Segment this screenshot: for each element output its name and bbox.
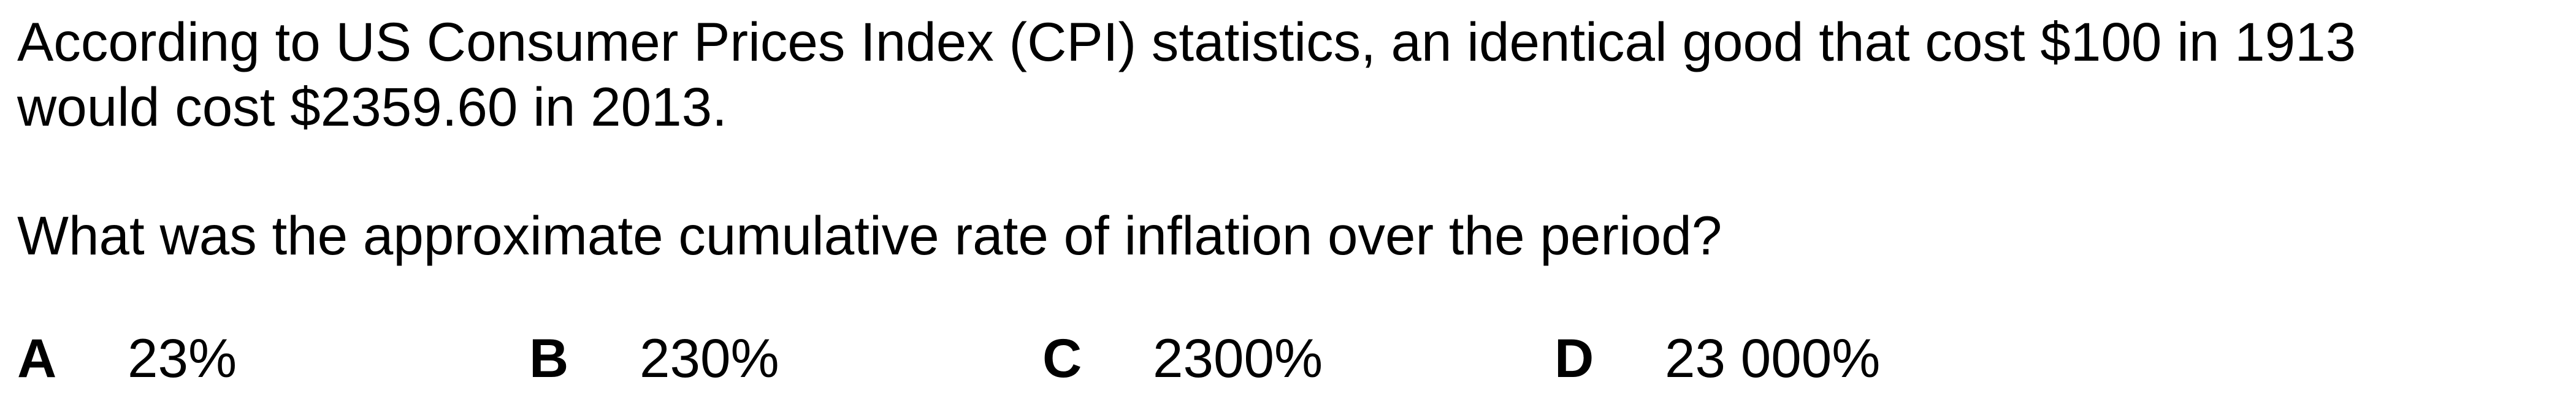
passage-line-2: would cost $2359.60 in 2013. (17, 76, 727, 137)
option-value: 2300% (1153, 327, 1323, 389)
option-letter: D (1554, 327, 1594, 389)
passage-line-1: According to US Consumer Prices Index (C… (17, 11, 2356, 72)
option-letter: A (17, 327, 57, 389)
option-value: 230% (640, 327, 779, 389)
option-value: 23% (128, 327, 237, 389)
option-letter: C (1042, 327, 1082, 389)
option-letter: B (529, 327, 569, 389)
question-text: What was the approximate cumulative rate… (17, 205, 1722, 266)
option-value: 23 000% (1665, 327, 1881, 389)
